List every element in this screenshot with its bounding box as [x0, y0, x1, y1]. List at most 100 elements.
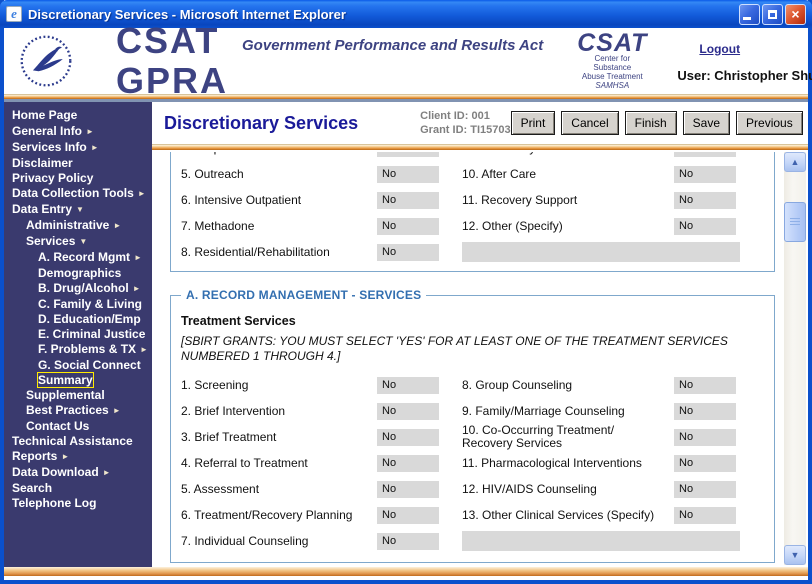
field-value: No — [377, 217, 439, 235]
print-button[interactable]: Print — [510, 111, 556, 135]
internet-explorer-icon: e — [6, 6, 22, 22]
submenu-arrow-icon: ► — [61, 452, 70, 461]
title-bar[interactable]: e Discretionary Services - Microsoft Int… — [0, 0, 812, 28]
field-value: No — [377, 454, 439, 472]
field-value — [377, 152, 439, 157]
sidebar-item-data-download[interactable]: Data Download ► — [12, 465, 111, 479]
sidebar-item-privacy-policy[interactable]: Privacy Policy — [12, 171, 94, 185]
csat-logo: CSAT Center for Substance Abuse Treatmen… — [577, 31, 647, 91]
hhs-eagle-logo — [20, 35, 72, 87]
app-title: CSAT GPRA — [116, 20, 229, 101]
form-row: 3. Brief Treatment No 10. Co-Occurring T… — [171, 424, 774, 450]
logout-link[interactable]: Logout — [699, 41, 741, 56]
csat-logo-line: Abuse Treatment — [581, 72, 643, 81]
sidebar-nav: Home Page General Info ► Services Info ► D… — [4, 102, 152, 567]
sidebar-item-services-info[interactable]: Services Info ► — [12, 140, 99, 154]
sidebar-item-disclaimer[interactable]: Disclaimer — [12, 156, 73, 170]
field-value: No — [674, 506, 736, 524]
save-button[interactable]: Save — [682, 111, 731, 135]
previous-button[interactable]: Previous — [736, 111, 803, 135]
close-button[interactable]: × — [785, 3, 806, 25]
field-label: 6. Treatment/Recovery Planning — [181, 508, 353, 522]
field-value: No — [377, 428, 439, 446]
content-separator — [152, 144, 808, 150]
section-subtitle: Treatment Services — [181, 314, 296, 328]
sidebar-item-criminal-justice[interactable]: E. Criminal Justice — [38, 327, 146, 341]
field-value: No — [674, 428, 736, 446]
sidebar-item-drug-alcohol[interactable]: B. Drug/Alcohol ► — [38, 281, 141, 295]
submenu-arrow-icon: ► — [134, 253, 142, 262]
form-row: 5. Outreach No 10. After Care No — [171, 161, 774, 187]
field-label: 7. Methadone — [181, 219, 255, 233]
field-value — [674, 152, 736, 157]
close-icon: × — [791, 6, 800, 22]
maximize-icon — [768, 9, 777, 19]
sidebar-item-summary[interactable]: Summary — [37, 372, 94, 388]
submenu-arrow-icon: ► — [140, 345, 148, 354]
sidebar-item-family-living[interactable]: C. Family & Living — [38, 297, 143, 311]
field-label: 13. Other Clinical Services (Specify) — [462, 507, 655, 522]
submenu-arrow-icon: ► — [102, 468, 111, 477]
field-label: 10. After Care — [462, 166, 537, 181]
action-buttons: Print Cancel Finish Save Previous — [510, 111, 803, 135]
app-banner: CSAT GPRA Government Performance and Res… — [4, 21, 812, 101]
other-specify-field — [462, 242, 740, 262]
field-value: No — [674, 480, 736, 498]
sidebar-item-home-page[interactable]: Home Page — [12, 108, 78, 122]
grant-id: Grant ID: TI15703 — [420, 124, 511, 136]
form-row: 4. Referral to Treatment No 11. Pharmaco… — [171, 450, 774, 476]
sidebar-item-best-practices[interactable]: Best Practices ► — [26, 403, 121, 417]
sidebar-item-administrative[interactable]: Administrative ► — [26, 218, 122, 232]
form-row: 8. Residential/Rehabilitation No — [171, 239, 774, 265]
sidebar-item-education-emp[interactable]: D. Education/Emp — [38, 312, 141, 326]
field-value: No — [674, 191, 736, 209]
cancel-button[interactable]: Cancel — [561, 111, 619, 135]
field-value: No — [674, 217, 736, 235]
logged-in-user: User: Christopher Shumway — [677, 67, 812, 83]
field-label: 8. Residential/Rehabilitation — [181, 245, 330, 259]
scrollbar-thumb[interactable] — [784, 202, 806, 242]
field-label: 11. Pharmacological Interventions — [462, 455, 642, 470]
form-row: 6. Treatment/Recovery Planning No 13. Ot… — [171, 502, 774, 528]
minimize-button[interactable] — [739, 3, 760, 25]
submenu-expanded-icon: ▼ — [79, 237, 88, 246]
submenu-arrow-icon: ► — [112, 406, 121, 415]
form-row: 6. Intensive Outpatient No 11. Recovery … — [171, 187, 774, 213]
submenu-arrow-icon: ► — [90, 143, 99, 152]
field-value: No — [377, 243, 439, 261]
sidebar-item-telephone-log[interactable]: Telephone Log — [12, 496, 97, 510]
field-label: 10. Co-Occurring Treatment/ Recovery Ser… — [462, 423, 615, 450]
sidebar-item-technical-assistance[interactable]: Technical Assistance — [12, 434, 133, 448]
sidebar-item-contact-us[interactable]: Contact Us — [26, 419, 90, 433]
sidebar-item-data-entry[interactable]: Data Entry ▼ — [12, 202, 84, 216]
field-value: No — [674, 402, 736, 420]
field-label: 7. Individual Counseling — [181, 534, 309, 548]
submenu-arrow-icon: ► — [86, 127, 94, 136]
chevron-up-icon: ▲ — [790, 157, 800, 167]
sidebar-item-reports[interactable]: Reports ► — [12, 449, 70, 463]
scroll-up-button[interactable]: ▲ — [784, 152, 806, 172]
sidebar-item-problems-tx[interactable]: F. Problems & TX ► — [38, 342, 148, 356]
vertical-scrollbar[interactable]: ▲ ▼ — [784, 152, 806, 565]
field-value: No — [377, 376, 439, 394]
field-label: 5. Outreach — [181, 167, 244, 181]
field-label: 12. HIV/AIDS Counseling — [462, 481, 597, 496]
scroll-down-button[interactable]: ▼ — [784, 545, 806, 565]
user-block: Logout User: Christopher Shumway — [677, 40, 812, 83]
chevron-down-icon: ▼ — [790, 550, 800, 560]
sidebar-item-search[interactable]: Search — [12, 481, 53, 495]
sidebar-item-supplemental[interactable]: Supplemental — [26, 388, 105, 402]
sidebar-item-record-mgmt[interactable]: A. Record Mgmt ► — [38, 250, 142, 264]
field-value: No — [674, 376, 736, 394]
sidebar-item-services[interactable]: Services ▼ — [26, 234, 88, 248]
field-value: No — [377, 506, 439, 524]
other-specify-field — [462, 531, 740, 551]
sidebar-item-social-connect[interactable]: G. Social Connect — [38, 358, 141, 372]
sidebar-item-data-collection-tools[interactable]: Data Collection Tools ► — [12, 186, 146, 200]
sidebar-item-general-info[interactable]: General Info ► — [12, 124, 94, 138]
section-legend: A. RECORD MANAGEMENT - SERVICES — [181, 288, 427, 302]
maximize-button[interactable] — [762, 3, 783, 25]
finish-button[interactable]: Finish — [624, 111, 677, 135]
field-value: No — [377, 165, 439, 183]
sidebar-item-demographics[interactable]: Demographics — [38, 266, 122, 280]
